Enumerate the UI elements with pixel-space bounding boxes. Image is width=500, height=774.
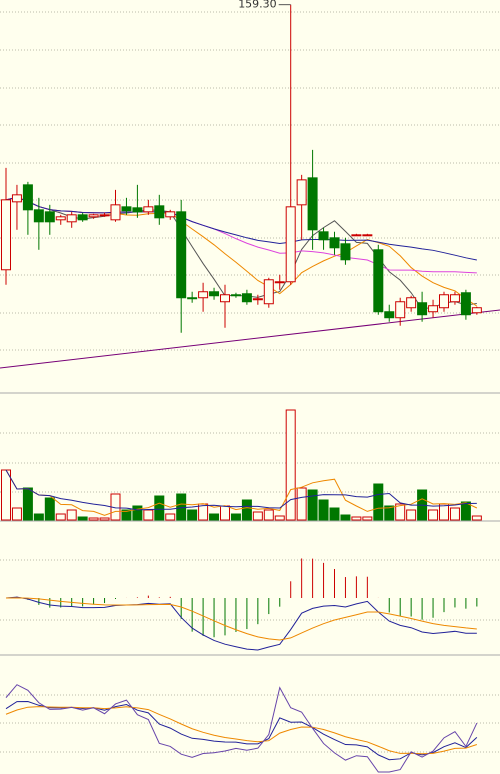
candle-body (165, 211, 176, 218)
grid (0, 11, 500, 753)
candle-body (44, 211, 55, 223)
volume-bar (340, 514, 351, 521)
volume-bar (77, 516, 88, 521)
candle-body (307, 177, 318, 231)
candle-body (318, 231, 329, 241)
volume-ma-line (5, 469, 477, 511)
max-high-label: 159.30 (238, 0, 277, 11)
volume-bar (307, 489, 318, 521)
candle-body (230, 294, 241, 297)
candle-body (428, 305, 439, 313)
candle-body (351, 234, 362, 237)
volume-bar (285, 409, 296, 521)
candle-body (296, 179, 307, 206)
candle-body (439, 294, 449, 309)
volume-bar (252, 511, 263, 521)
candle-body (252, 298, 263, 301)
kdj-k (5, 701, 478, 761)
candle-body (121, 206, 132, 212)
volume-bar (121, 509, 132, 521)
volume-bar (132, 505, 143, 521)
volume-bar (99, 517, 110, 521)
candle-body (263, 279, 274, 305)
volume-bar (230, 513, 241, 521)
volume-bar (318, 499, 329, 521)
volume-bar (241, 499, 252, 521)
candle-body (55, 216, 66, 221)
candle-body (241, 293, 252, 303)
volume-ma-line (5, 469, 478, 516)
volume-bar (187, 509, 198, 521)
volume-bar (373, 483, 384, 521)
candle-body (22, 184, 33, 211)
candle-body (176, 211, 187, 299)
candle-body (373, 249, 384, 313)
volume-bar (165, 513, 176, 521)
candle-body (406, 297, 417, 309)
volume-bar (22, 487, 33, 521)
candle-body (110, 204, 121, 221)
ma-line (5, 196, 477, 261)
volume-bar (88, 517, 99, 521)
candle-body (88, 214, 99, 218)
kdj-d (5, 706, 478, 755)
kdj-j (5, 684, 478, 773)
candle-body (1, 199, 11, 271)
volume-bar (11, 507, 22, 521)
candle-body (285, 206, 296, 283)
candle-body (471, 307, 482, 314)
volume-bar (449, 507, 460, 521)
volume-bar (471, 515, 482, 521)
candle-body (77, 214, 88, 221)
candle-body (198, 291, 209, 299)
candle-body (132, 207, 143, 213)
volume-bar (296, 487, 307, 521)
candle-body (362, 234, 373, 237)
volume-bar (143, 509, 154, 521)
candle-body (11, 194, 22, 203)
candle-body (417, 302, 428, 316)
volume-bar (406, 509, 417, 521)
volume-bar (44, 497, 55, 521)
volume-bar (384, 505, 395, 521)
volume-bar (220, 505, 230, 521)
volume-bar (66, 509, 77, 521)
volume-bar (209, 513, 220, 521)
candle-body (449, 294, 460, 303)
candle-body (384, 311, 395, 319)
volume-bar (460, 501, 471, 521)
candle-body (187, 297, 198, 300)
volume-bar (55, 513, 66, 521)
volume-bar (154, 495, 165, 521)
candle-body (395, 301, 406, 319)
volume-bar (362, 516, 373, 521)
candle-body (66, 214, 77, 223)
trend-line (0, 309, 500, 369)
volume-bar (395, 503, 406, 521)
candle-body (220, 294, 230, 303)
candle-body (99, 214, 110, 217)
candle-body (329, 237, 340, 249)
volume-bar (33, 513, 44, 521)
candle-body (143, 206, 154, 213)
volume-bar (263, 509, 274, 521)
volume-bar (1, 469, 11, 521)
candle-body (154, 205, 165, 219)
candle-body (33, 209, 44, 223)
macd-dea (5, 597, 477, 641)
volume-bar (274, 515, 285, 521)
candle-body (209, 291, 220, 297)
volume-bar (329, 507, 340, 521)
candle-body (460, 292, 471, 316)
candle-body (340, 243, 351, 261)
candle-body (274, 281, 285, 284)
volume-bar (351, 516, 362, 521)
volume-bar (428, 509, 439, 521)
macd-dif (5, 596, 477, 651)
volume-bar (439, 503, 449, 521)
